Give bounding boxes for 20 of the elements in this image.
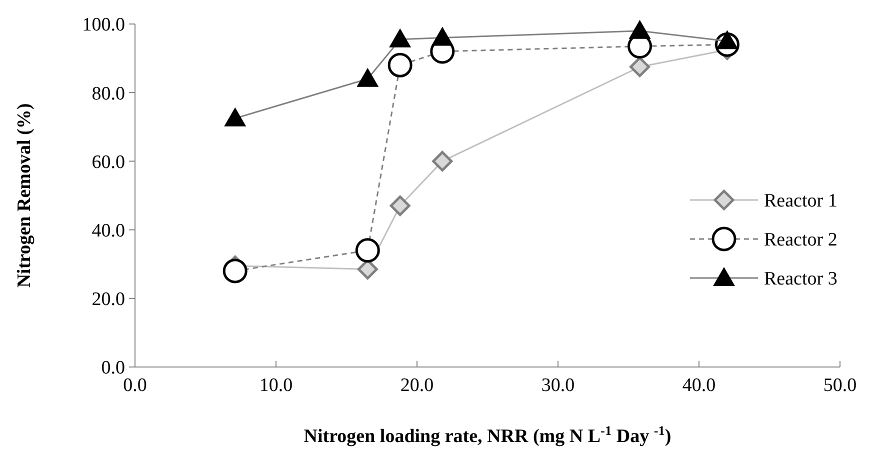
x-tick-label: 50.0 bbox=[823, 375, 857, 396]
x-tick-label: 0.0 bbox=[123, 375, 147, 396]
y-tick-label: 40.0 bbox=[92, 220, 125, 242]
point bbox=[630, 56, 650, 78]
x-tick-label: 10.0 bbox=[259, 375, 293, 396]
y-tick-label: 80.0 bbox=[92, 83, 125, 104]
legend-label: Reactor 1 bbox=[764, 190, 838, 212]
x-tick-label: 20.0 bbox=[400, 375, 434, 396]
point bbox=[390, 196, 410, 216]
y-tick-label: 0.0 bbox=[101, 358, 125, 379]
y-tick-label: 100.0 bbox=[82, 14, 125, 36]
y-tick-label: 60.0 bbox=[92, 152, 125, 173]
y-axis-title: Nitrogen Removal (%) bbox=[14, 103, 35, 288]
x-tick-label: 40.0 bbox=[682, 375, 716, 396]
legend-label: Reactor 2 bbox=[764, 230, 838, 251]
legend-label: Reactor 3 bbox=[764, 268, 838, 290]
x-tick-label: 30.0 bbox=[541, 375, 575, 396]
y-tick-label: 20.0 bbox=[92, 289, 125, 310]
x-axis-title: Nitrogen loading rate, NRR (mg N L$^{-1}$ Day $^{-1}$) bbox=[304, 422, 672, 447]
point bbox=[432, 150, 453, 172]
